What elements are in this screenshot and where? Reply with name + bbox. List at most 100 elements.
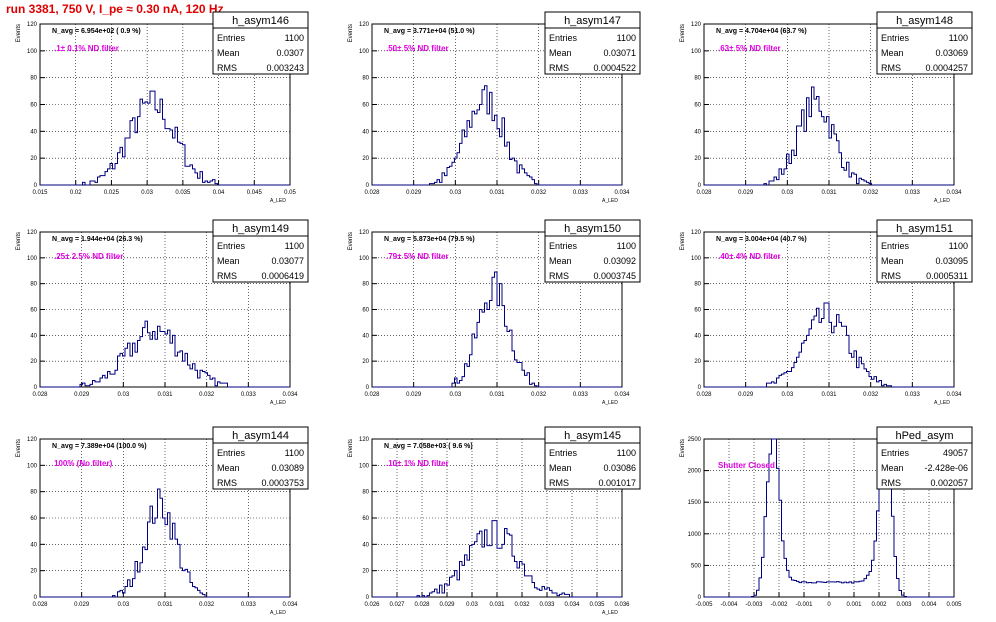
stats-value: 0.0006419 [261,271,304,281]
y-tick-label: 80 [362,76,369,82]
x-tick-label: 0.03 [117,392,129,398]
y-tick-label: 60 [362,103,369,109]
stats-key: Entries [881,33,910,43]
stats-box: h_asym148 Entries 1100 Mean 0.03069 RMS 0.0004… [876,11,973,75]
y-tick-label: 40 [362,542,369,548]
stats-title: h_asym145 [564,430,621,442]
x-tick-label: 0.029 [738,392,754,398]
y-tick-label: 60 [694,308,701,314]
y-tick-label: 2500 [688,437,702,443]
y-tick-label: 40 [30,129,37,135]
stats-key: Mean [549,463,572,473]
stats-key: Entries [217,448,246,458]
x-tick-label: 0.029 [406,190,422,196]
x-tick-label: 0.03 [117,602,129,608]
stats-key: RMS [549,478,569,488]
stats-key: Mean [881,463,904,473]
y-tick-label: 60 [30,308,37,314]
y-tick-label: 2000 [688,469,702,475]
y-tick-label: 60 [30,103,37,109]
y-axis-label: Events [16,232,22,250]
stats-box: h_asym147 Entries 1100 Mean 0.03071 RMS 0.0004… [544,11,641,75]
stats-key: RMS [217,63,237,73]
stats-value: 1100 [285,241,304,251]
y-tick-label: 80 [694,76,701,82]
y-axis-label: Events [16,24,22,42]
stats-key: Entries [881,241,910,251]
y-axis-label: Events [348,24,354,42]
histogram-panel-h_asym146: 0.015 0.02 0.025 0.03 0.035 0.04 0.045 0.05 0 20 4… [16,11,309,204]
stats-key: Entries [549,241,578,251]
stats-title: h_asym147 [564,15,621,27]
y-tick-label: 0 [698,183,702,189]
x-tick-label: 0.03 [466,602,478,608]
stats-value: 1100 [617,448,636,458]
filter-annotation: .1± 0.1% ND filter [54,44,119,53]
stats-key: RMS [217,271,237,281]
histogram-series [372,85,622,186]
x-tick-label: 0.035 [589,602,605,608]
stats-key: Mean [881,48,904,58]
x-tick-label: 0.03 [781,190,793,196]
stats-value: 0.0005311 [926,271,968,281]
y-tick-label: 60 [30,516,37,522]
y-tick-label: 40 [362,333,369,339]
x-tick-label: 0.02 [70,190,82,196]
stats-box: hPed_asym Entries 49057 Mean -2.428e-06 RMS 0.… [876,426,973,490]
histogram-series [40,90,290,186]
x-tick-label: 0.029 [439,602,455,608]
y-tick-label: 100 [27,463,38,469]
stats-key: RMS [549,271,569,281]
y-tick-label: 0 [698,595,702,601]
navg-label: N_avg = 1.944e+04 (26.3 %) [52,236,143,243]
filter-annotation: 100% (No filter) [54,459,113,468]
histogram-panel-h_asym150: 0.028 0.029 0.03 0.031 0.032 0.033 0.034 0 20 40 6… [348,219,641,406]
navg-label: N_avg = 7.389e+04 (100.0 %) [52,443,147,450]
stats-key: Mean [881,256,904,266]
y-tick-label: 100 [27,256,38,262]
stats-value: 0.0004522 [593,63,636,73]
stats-value: 0.0003753 [261,478,304,488]
stats-value: 1100 [285,33,304,43]
x-tick-label: 0.031 [489,190,505,196]
x-tick-label: 0.032 [863,392,879,398]
stats-box: h_asym149 Entries 1100 Mean 0.03077 RMS 0.0006… [212,219,309,283]
y-tick-label: 40 [694,333,701,339]
x-tick-label: 0.027 [389,602,405,608]
x-tick-label: 0.03 [141,190,153,196]
x-tick-label: 0.033 [573,392,589,398]
navg-label: N_avg = 6.954e+02 ( 0.9 %) [52,28,141,35]
histogram-panel-h_asym145: 0.026 0.027 0.028 0.029 0.03 0.031 0.032 0.033 0… [348,426,641,616]
stats-box: h_asym146 Entries 1100 Mean 0.0307 RMS 0.00324… [212,11,309,75]
y-tick-label: 20 [362,569,369,575]
y-tick-label: 60 [362,308,369,314]
stats-value: 1100 [617,241,636,251]
navg-label: N_avg = 3.004e+04 (40.7 %) [716,236,807,243]
y-tick-label: 100 [359,49,370,55]
x-tick-label: 0.032 [199,602,215,608]
stats-value: 0.03092 [603,256,636,266]
histogram-panel-h_asym147: 0.028 0.029 0.03 0.031 0.032 0.033 0.034 0 20 40 6… [348,11,641,204]
x-tick-label: 0.028 [696,190,712,196]
stats-value: 0.0004257 [925,63,968,73]
x-tick-label: 0.028 [696,392,712,398]
y-axis-label: Events [680,232,686,250]
x-tick-label: 0.032 [863,190,879,196]
x-tick-label: 0.03 [449,392,461,398]
stats-value: 0.002057 [930,478,968,488]
y-tick-label: 120 [359,437,370,443]
stats-key: RMS [881,63,901,73]
x-tick-label: 0.029 [74,602,90,608]
x-axis-label: A_LED [270,198,286,204]
x-axis-label: A_LED [270,400,286,406]
x-tick-label: 0.029 [74,392,90,398]
y-tick-label: 100 [691,49,702,55]
x-tick-label: 0.029 [738,190,754,196]
y-axis-label: Events [348,232,354,250]
y-tick-label: 120 [691,22,702,28]
x-tick-label: 0.033 [539,602,555,608]
y-tick-label: 120 [27,230,38,236]
filter-annotation: .79± 5% ND filter [386,252,449,261]
stats-value: 0.03086 [603,463,636,473]
x-tick-label: 0.045 [247,190,263,196]
